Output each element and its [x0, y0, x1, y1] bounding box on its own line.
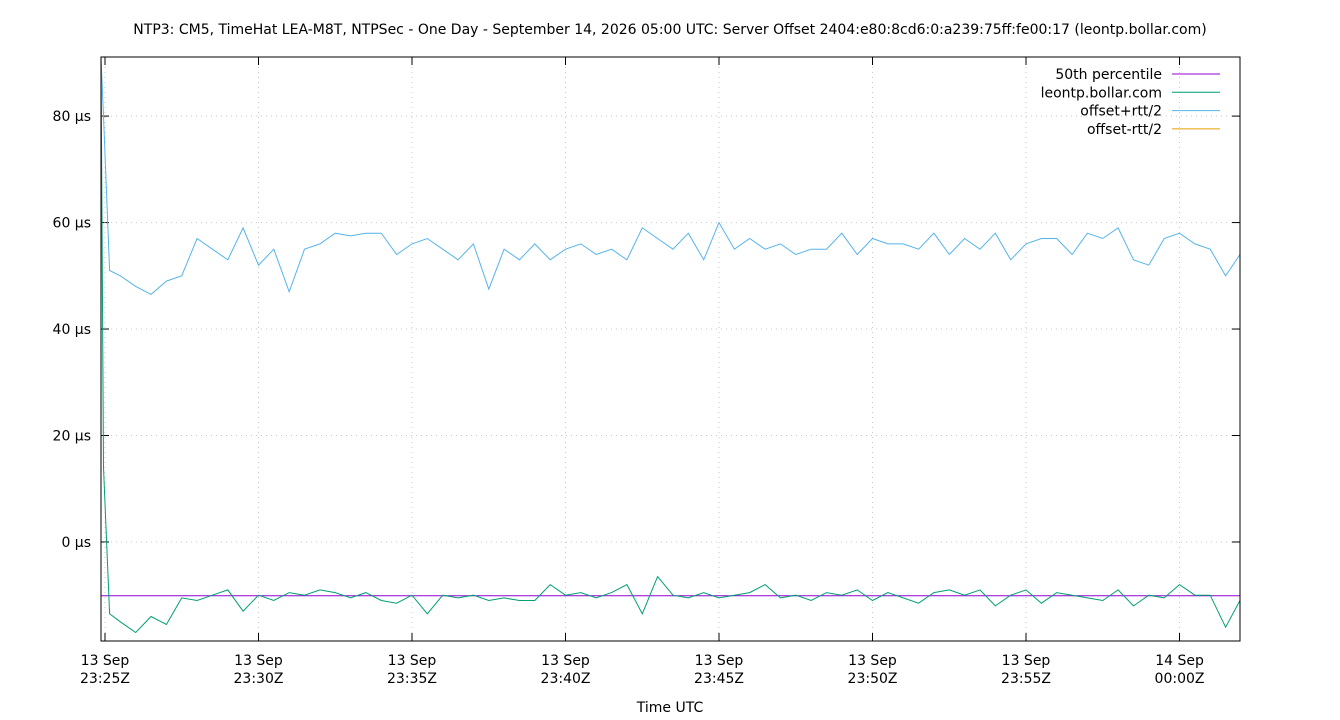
y-tick-label: 40 µs: [53, 322, 91, 338]
y-tick-label: 0 µs: [61, 535, 91, 551]
x-axis-label: Time UTC: [636, 700, 704, 716]
x-tick-label: 14 Sep 00:00Z: [1155, 653, 1205, 687]
data-line: [101, 57, 1240, 296]
y-tick-label: 20 µs: [53, 429, 91, 445]
legend-label: leontp.bollar.com: [1041, 85, 1162, 101]
chart-title: NTP3: CM5, TimeHat LEA-M8T, NTPSec - One…: [133, 22, 1206, 38]
x-tick-label: 13 Sep 23:45Z: [694, 653, 744, 687]
x-tick-label: 13 Sep 23:25Z: [80, 653, 130, 687]
y-tick-label: 80 µs: [53, 109, 91, 125]
legend-label: offset+rtt/2: [1080, 104, 1162, 120]
x-tick-label: 13 Sep 23:35Z: [387, 653, 437, 687]
x-tick-label: 13 Sep 23:30Z: [234, 653, 284, 687]
x-tick-label: 13 Sep 23:40Z: [541, 653, 591, 687]
data-line: [101, 57, 1240, 634]
legend-label: 50th percentile: [1055, 67, 1162, 83]
plot-border: [100, 56, 1241, 642]
x-tick-label: 13 Sep 23:50Z: [848, 653, 898, 687]
legend-label: offset-rtt/2: [1087, 122, 1162, 138]
y-tick-label: 60 µs: [53, 216, 91, 232]
x-tick-label: 13 Sep 23:55Z: [1001, 653, 1051, 687]
